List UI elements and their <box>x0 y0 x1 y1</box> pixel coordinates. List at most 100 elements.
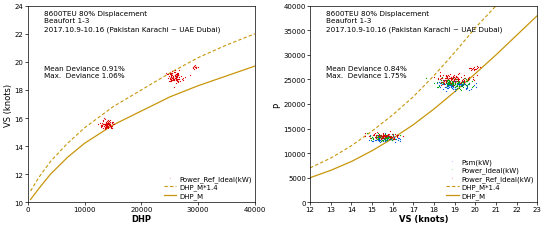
Point <box>380 137 389 140</box>
Point <box>376 133 385 137</box>
Point <box>99 127 108 131</box>
Point <box>378 134 387 137</box>
Point <box>439 74 448 78</box>
Point <box>448 80 456 84</box>
Point <box>471 68 480 72</box>
Point <box>104 122 113 126</box>
Point <box>454 78 462 81</box>
Point <box>98 123 107 127</box>
Point <box>442 80 451 84</box>
Point <box>103 124 112 128</box>
Point <box>442 82 451 86</box>
Point <box>464 78 472 82</box>
Point <box>389 138 397 141</box>
Point <box>376 136 384 139</box>
Point <box>437 81 446 85</box>
Point <box>105 119 114 123</box>
Point <box>171 76 180 80</box>
Point <box>378 137 387 141</box>
Point <box>449 81 458 85</box>
Point <box>369 137 377 141</box>
Point <box>173 74 182 77</box>
Point <box>385 137 394 141</box>
Point <box>172 76 181 79</box>
Point <box>102 123 111 127</box>
Point <box>190 66 199 70</box>
Point <box>444 80 453 84</box>
Point <box>457 81 466 84</box>
Point <box>444 75 453 79</box>
Point <box>380 134 389 137</box>
Point <box>453 83 461 87</box>
Point <box>450 80 459 84</box>
Text: 8600TEU 80% Displacement
Beaufort 1-3
2017.10.9-10.16 (Pakistan Karachi ~ UAE Du: 8600TEU 80% Displacement Beaufort 1-3 20… <box>44 10 220 32</box>
Point <box>450 76 459 80</box>
Point <box>103 126 111 130</box>
Point <box>434 78 443 81</box>
Point <box>171 82 180 86</box>
Point <box>382 136 390 139</box>
Point <box>384 133 393 136</box>
Point <box>379 138 388 141</box>
Point <box>377 134 385 138</box>
Point <box>389 137 398 141</box>
Point <box>474 66 483 70</box>
Point <box>174 78 183 81</box>
Point <box>435 85 443 89</box>
Point <box>447 77 455 81</box>
Point <box>391 138 400 142</box>
Point <box>376 136 385 140</box>
Point <box>172 75 181 79</box>
Point <box>105 123 114 127</box>
Point <box>102 125 111 129</box>
Point <box>384 137 393 141</box>
Point <box>376 136 385 140</box>
Point <box>173 74 181 78</box>
Point <box>449 79 458 83</box>
Point <box>383 135 391 138</box>
Point <box>173 74 182 78</box>
Point <box>381 135 389 138</box>
Point <box>443 81 452 85</box>
Point <box>467 86 476 90</box>
Point <box>447 79 456 82</box>
Point <box>451 78 460 82</box>
Point <box>103 126 112 130</box>
Point <box>445 80 454 83</box>
Point <box>453 77 461 81</box>
Point <box>174 73 183 77</box>
Point <box>463 86 472 90</box>
Point <box>104 125 112 128</box>
Point <box>461 84 470 88</box>
Point <box>385 134 394 138</box>
Point <box>170 69 179 73</box>
Point <box>452 75 460 79</box>
Point <box>443 84 452 87</box>
Point <box>102 124 111 128</box>
Point <box>167 76 176 79</box>
Point <box>475 66 484 70</box>
Point <box>167 77 176 80</box>
Point <box>432 86 441 90</box>
Point <box>468 68 477 71</box>
Point <box>378 138 387 142</box>
Point <box>193 66 202 69</box>
Point <box>439 80 448 84</box>
Point <box>442 86 450 89</box>
Point <box>170 75 179 79</box>
Point <box>450 83 459 86</box>
Point <box>449 86 458 90</box>
Point <box>381 138 389 142</box>
Point <box>167 73 175 76</box>
Point <box>389 138 398 141</box>
Point <box>167 75 176 79</box>
Point <box>104 122 113 125</box>
Point <box>372 133 381 137</box>
Point <box>469 76 478 79</box>
Point <box>462 85 471 88</box>
Point <box>167 80 175 84</box>
Point <box>377 139 386 142</box>
Point <box>436 82 445 86</box>
Point <box>172 76 181 79</box>
Point <box>443 85 452 88</box>
